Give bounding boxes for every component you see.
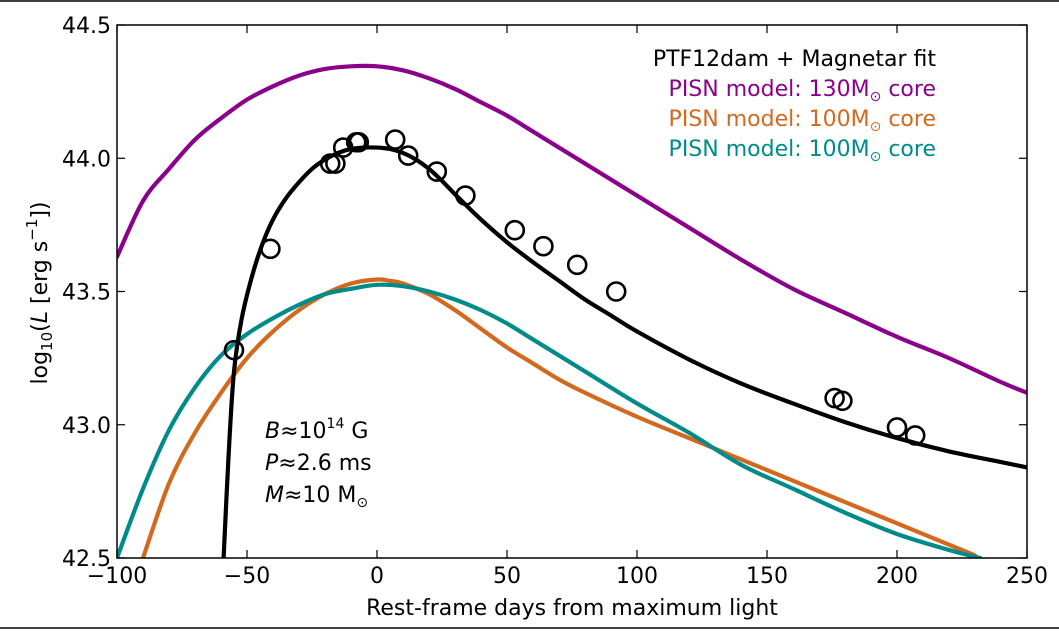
observation-point — [566, 254, 588, 276]
observation-point — [504, 219, 526, 241]
annotation-mass: M≈10 M⊙ — [265, 483, 368, 511]
observations-layer — [223, 129, 926, 446]
legend-entry-2: PISN model: 130M⊙ core — [669, 77, 936, 105]
y-tick-label: 43.5 — [62, 281, 111, 306]
observation-point — [426, 161, 448, 182]
annotation-b-field: B≈1014 G — [265, 416, 368, 444]
y-tick-label: 43.0 — [62, 414, 111, 439]
x-tick-label: −50 — [224, 564, 270, 589]
legend-entry-4: PISN model: 100M⊙ core — [669, 137, 936, 165]
observation-point — [325, 153, 346, 174]
observation-point — [904, 425, 926, 446]
legend: PTF12dam + Magnetar fit PISN model: 130M⊙… — [653, 47, 937, 165]
observation-point — [223, 339, 245, 361]
x-tick-label: −100 — [87, 564, 147, 589]
series-line-pisn-model-130m-core — [117, 63, 1027, 395]
y-tick-label: 44.5 — [62, 14, 111, 39]
x-tick-label: 200 — [876, 564, 918, 589]
y-axis-title-exp: −1 — [23, 219, 41, 241]
legend-entry-1: PTF12dam + Magnetar fit — [653, 47, 937, 72]
annotation-period: P≈2.6 ms — [265, 451, 372, 476]
observation-point — [260, 238, 281, 260]
series-line-ptf12dam-magnetar-fit — [221, 145, 1027, 558]
observation-point — [832, 390, 853, 412]
y-axis-title-L: L — [28, 311, 53, 323]
observation-point — [886, 417, 908, 438]
observation-point — [348, 131, 370, 153]
magnetar-parameters: B≈1014 G P≈2.6 ms M≈10 M⊙ — [265, 416, 372, 511]
observation-point — [533, 235, 554, 257]
x-tick-label: 50 — [493, 564, 521, 589]
series-line-pisn-model-100m-core-teal — [117, 282, 983, 558]
x-tick-label: 150 — [746, 564, 788, 589]
x-tick-label: 100 — [616, 564, 658, 589]
x-tick-label: 0 — [370, 564, 384, 589]
observation-point — [605, 281, 627, 302]
y-tick-label: 44.0 — [62, 147, 111, 172]
y-axis-title: log10(L [erg s−1]) — [23, 202, 56, 385]
observation-point — [384, 129, 406, 150]
y-axis-title-unit: [erg s — [28, 241, 53, 311]
y-tick-label: 42.5 — [62, 547, 111, 572]
plot-area: −100 −50 0 50 100 150 200 250 42.5 43.0 43.5 44.0 44… — [62, 14, 1048, 589]
y-axis-title-log: log — [28, 351, 53, 385]
series-line-pisn-model-100m-core-orange — [140, 277, 978, 558]
y-axis-title-open: ( — [28, 323, 53, 332]
x-tick-label: 250 — [1006, 564, 1048, 589]
legend-entry-3: PISN model: 100M⊙ core — [669, 107, 936, 135]
plot-frame — [116, 24, 1028, 559]
observation-point — [319, 153, 341, 174]
series-layer — [117, 63, 1027, 558]
observation-point — [455, 185, 476, 206]
y-axis-title-sub: 10 — [38, 332, 56, 351]
ticks-layer: −100 −50 0 50 100 150 200 250 42.5 43.0 43.5 44.0 44… — [62, 14, 1048, 589]
observation-point — [397, 145, 419, 166]
y-axis-title-close: ]) — [28, 202, 53, 219]
x-axis-title: Rest-frame days from maximum light — [366, 596, 778, 621]
